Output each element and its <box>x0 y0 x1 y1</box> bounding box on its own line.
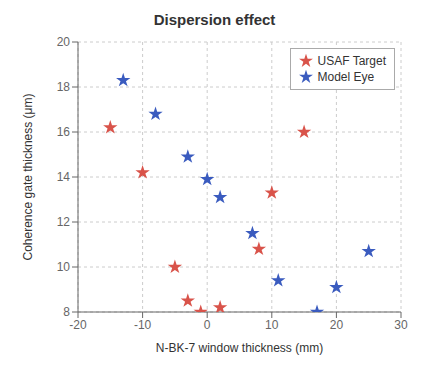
svg-text:20: 20 <box>330 318 344 332</box>
svg-text:18: 18 <box>57 80 71 94</box>
svg-text:-10: -10 <box>134 318 152 332</box>
svg-text:8: 8 <box>63 305 70 319</box>
svg-text:-20: -20 <box>69 318 87 332</box>
html-text:USAF Target: USAF Target <box>317 54 386 68</box>
svg-text:0: 0 <box>204 318 211 332</box>
html-text:Model Eye: Model Eye <box>317 70 375 84</box>
svg-text:12: 12 <box>57 215 71 229</box>
svg-text:N-BK-7 window thickness (mm): N-BK-7 window thickness (mm) <box>156 341 323 355</box>
svg-text:14: 14 <box>57 170 71 184</box>
html-text:Dispersion effect: Dispersion effect <box>153 11 276 28</box>
svg-text:30: 30 <box>394 318 408 332</box>
svg-text:10: 10 <box>57 260 71 274</box>
svg-text:Coherence gate thickness (μm): Coherence gate thickness (μm) <box>21 94 35 261</box>
svg-text:16: 16 <box>57 125 71 139</box>
svg-text:20: 20 <box>57 35 71 49</box>
svg-text:10: 10 <box>265 318 279 332</box>
